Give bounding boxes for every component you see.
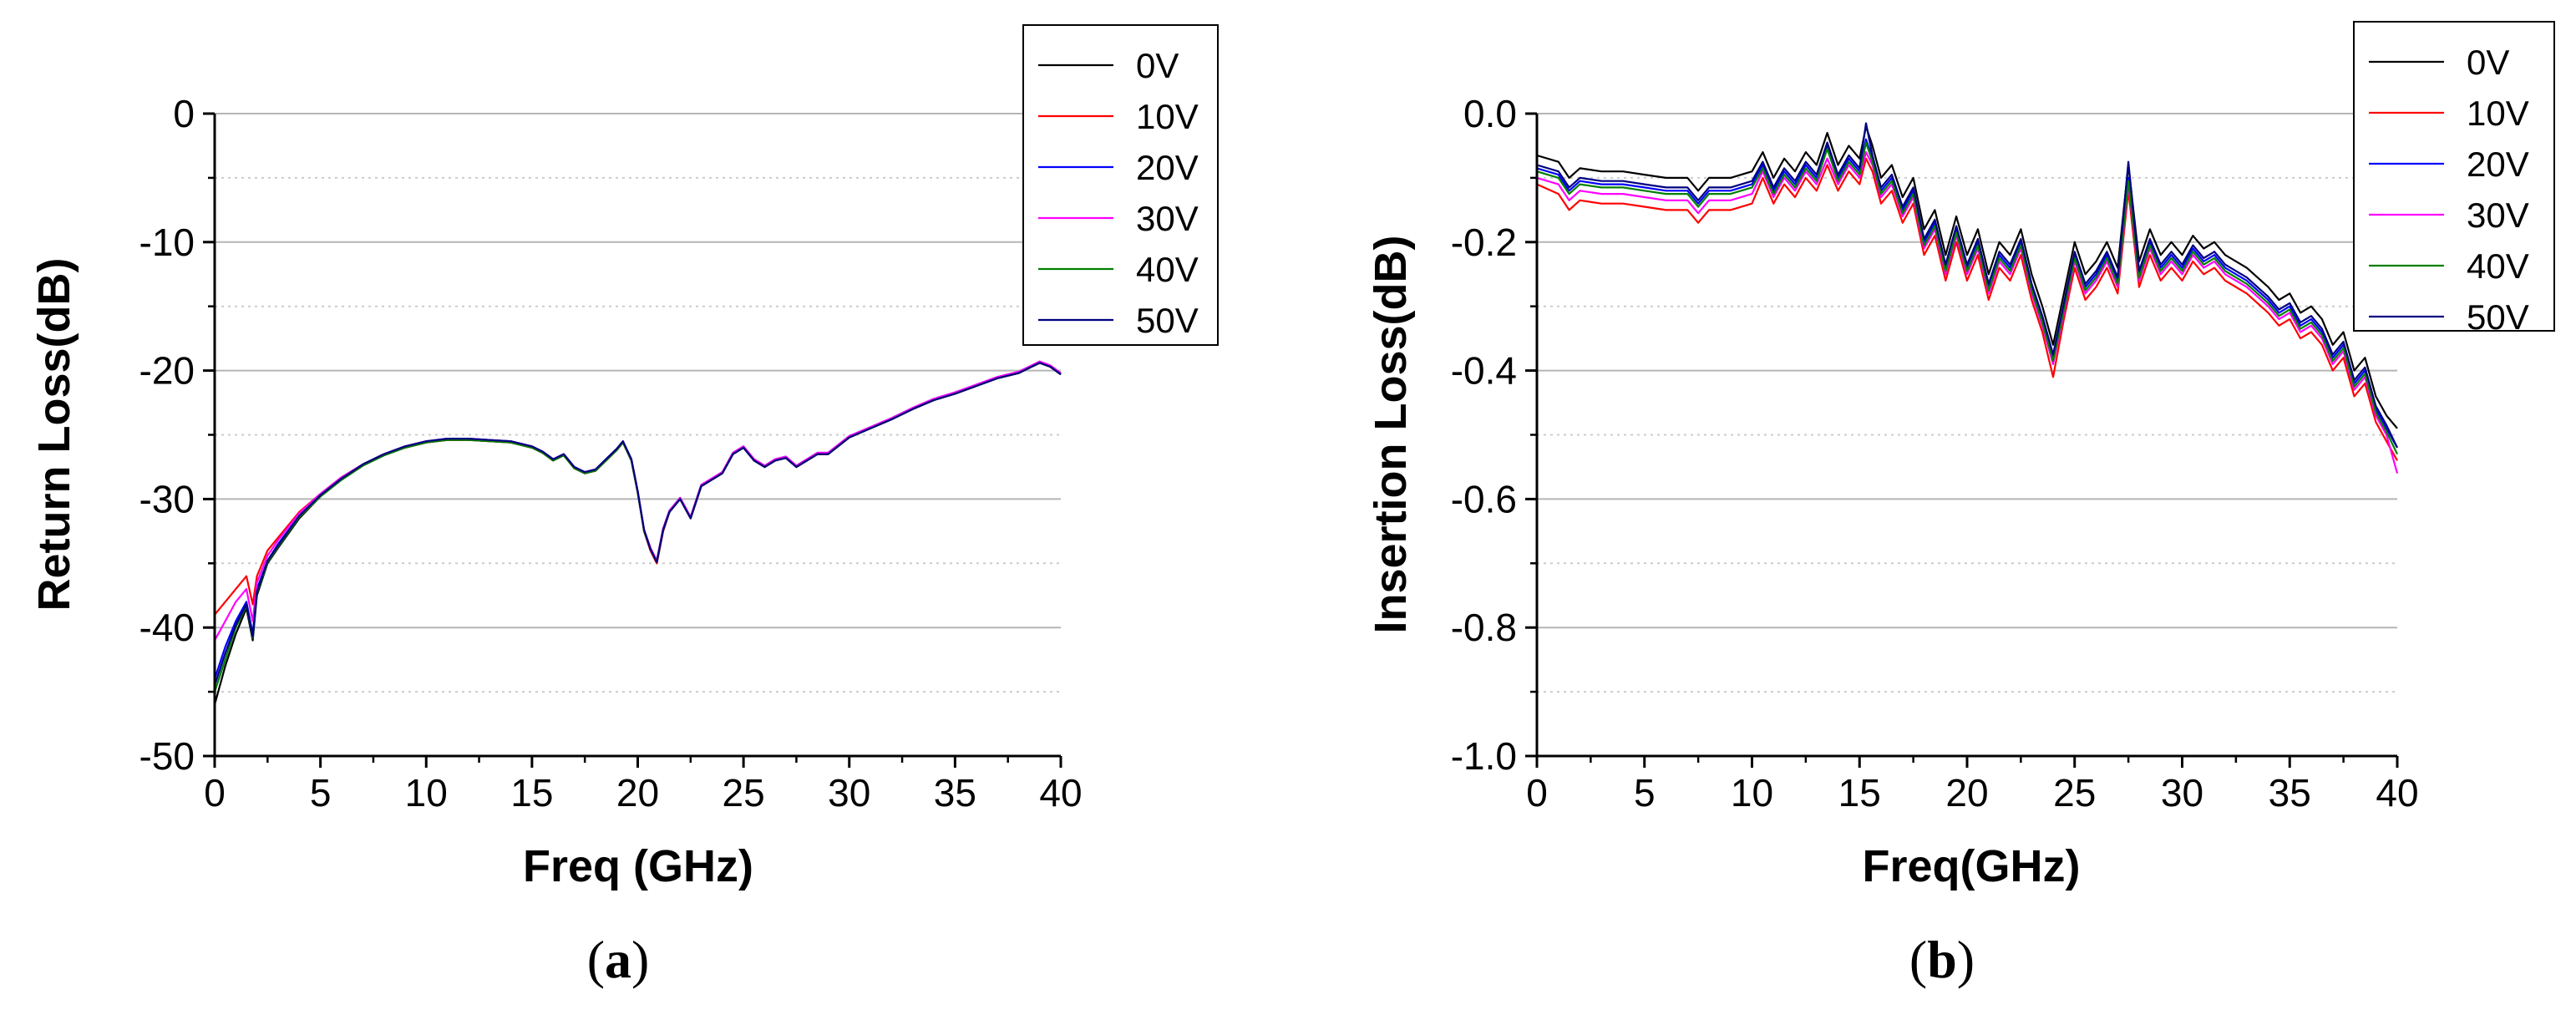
panel-b-x-tick-label: 30: [2161, 771, 2203, 814]
panel-a-x-tick-label: 25: [723, 771, 765, 814]
panel-b-label: (b): [1909, 930, 1975, 989]
panel-b-y-tick-label: -0.6: [1451, 477, 1517, 520]
panel-b-series-10v: [1536, 157, 2398, 461]
panel-a-x-tick-label: 5: [310, 771, 332, 814]
panel-b-x-tick-label: 25: [2053, 771, 2096, 814]
panel-a-y-tick-label: 0: [173, 92, 195, 135]
panel-b-legend-label: 10V: [2467, 94, 2529, 133]
panel-a-x-tick-label: 10: [405, 771, 448, 814]
panel-b-insertion-loss: 0 5 10 15 20 25 30 35 400.0-0.2-0.4-0.6-0.8-1.0 …: [1366, 21, 2555, 989]
panel-b-x-tick-label: 20: [1945, 771, 1988, 814]
panel-a-x-tick-label: 35: [934, 771, 976, 814]
panel-b-series-20v: [1536, 138, 2398, 449]
panel-a-legend-label: 30V: [1136, 199, 1199, 238]
panel-b-legend-label: 30V: [2467, 195, 2529, 235]
panel-a-legend-label: 0V: [1136, 46, 1179, 85]
panel-b-y-axis-title: Insertion Loss(dB): [1366, 235, 1416, 633]
panel-a-return-loss: 0 5 10 15 20 25 30 35 40 0 -10 -20 -30 -40 -50 Freq (G…: [29, 24, 1219, 989]
panel-b-x-tick-label: 10: [1731, 771, 1773, 814]
panel-a-series-0v: [213, 362, 1062, 705]
panel-a-x-tick-label: 40: [1039, 771, 1082, 814]
panel-a-grid-minor: [215, 176, 1061, 693]
panel-b-legend-box: [2353, 21, 2555, 332]
panel-a-legend-label: 10V: [1136, 97, 1199, 136]
panel-a-y-tick-label: -10: [139, 221, 195, 264]
panel-a-y-tick-label: -20: [139, 349, 195, 393]
panel-b-y-tick-label: -1.0: [1451, 734, 1517, 778]
panel-b-y-tick-label: -0.2: [1451, 221, 1517, 264]
panel-a-legend-box: [1022, 24, 1219, 346]
panel-b-y-tick-label: -0.8: [1451, 606, 1517, 649]
panel-a-y-axis-title: Return Loss(dB): [29, 258, 79, 611]
panel-b-legend-label: 0V: [2467, 43, 2509, 82]
panel-a-x-tick-label: 30: [828, 771, 870, 814]
panel-a-ticks: 0 5 10 15 20 25 30 35 40 0 -10 -20 -30 -40 -50: [139, 92, 1083, 814]
panel-a-label-letter: a: [605, 930, 631, 989]
panel-a-x-axis-title: Freq (GHz): [523, 841, 753, 891]
panel-b-series: [1536, 122, 2399, 474]
panel-b-legend-label: 40V: [2467, 246, 2529, 286]
panel-b-x-tick-label: 15: [1838, 771, 1881, 814]
panel-a-legend-label: 50V: [1136, 301, 1199, 340]
panel-b-x-tick-label: 40: [2376, 771, 2418, 814]
panel-a-series-40v: [213, 362, 1062, 693]
panel-a-series-50v: [213, 362, 1062, 686]
panel-b-label-close-paren: ): [1957, 930, 1975, 989]
panel-a-x-tick-label: 20: [616, 771, 659, 814]
panel-a-series-30v: [214, 360, 1062, 642]
panel-a-x-tick-label: 15: [510, 771, 553, 814]
panel-b-x-tick-label: 35: [2269, 771, 2311, 814]
panel-a-legend-label: 40V: [1136, 250, 1199, 289]
panel-b-y-tick-label: 0.0: [1463, 92, 1517, 135]
panel-b-label-open-paren: (: [1909, 930, 1927, 989]
panel-b-legend-label: 20V: [2467, 145, 2529, 184]
panel-b-series-40v: [1536, 141, 2398, 455]
panel-b-grid-minor: [1537, 176, 2397, 693]
panel-b-series-0v: [1536, 125, 2398, 429]
panel-a-x-tick-label: 0: [204, 771, 226, 814]
panel-a-legend-label: 20V: [1136, 148, 1199, 187]
panel-a-y-tick-label: -50: [139, 734, 195, 778]
panel-b-x-axis-title: Freq(GHz): [1863, 841, 2081, 891]
panel-a-y-tick-label: -30: [139, 477, 195, 520]
panel-b-legend: 0V 10V 20V 30V 40V 50V: [2353, 21, 2555, 337]
panel-a-series-20v: [213, 360, 1062, 680]
panel-a-series: [213, 360, 1062, 705]
panel-b-ticks: 0 5 10 15 20 25 30 35 40 0.0 -0.2 -0.4 -0.6 -0.8 -1.0: [1451, 92, 2419, 814]
panel-a-y-tick-label: -40: [139, 606, 195, 649]
panel-b-x-tick-label: 0: [1526, 771, 1548, 814]
panel-b-series-50v: [1536, 122, 2398, 449]
panel-b-y-tick-label: -0.4: [1451, 349, 1517, 393]
panel-a-grid-major: [215, 113, 1061, 629]
panel-b-x-tick-label: 5: [1634, 771, 1656, 814]
panel-b-label-letter: b: [1927, 930, 1957, 989]
panel-b-series-30v: [1536, 151, 2399, 474]
panel-a-label-close-paren: ): [631, 930, 649, 989]
panel-b-legend-label: 50V: [2467, 297, 2529, 337]
panel-a-legend: 0V 10V 20V 30V 40V 50V: [1022, 24, 1219, 346]
panel-a-label: (a): [587, 930, 650, 989]
panel-b-grid-major: [1537, 113, 2397, 629]
panel-a-label-open-paren: (: [587, 930, 605, 989]
